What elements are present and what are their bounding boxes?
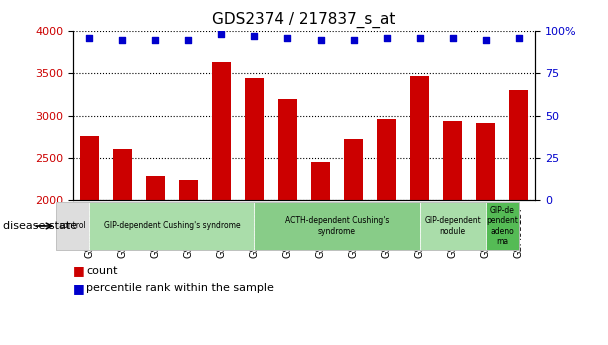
Point [151, 37, 161, 42]
Bar [443, 121, 463, 200]
Point [514, 35, 523, 41]
Bar [475, 123, 496, 200]
Bar [145, 176, 165, 200]
Text: percentile rank within the sample: percentile rank within the sample [86, 283, 274, 293]
Text: count: count [86, 266, 118, 276]
Text: disease state: disease state [3, 221, 77, 231]
Point [184, 37, 193, 42]
Text: GIP-dependent Cushing's syndrome: GIP-dependent Cushing's syndrome [104, 221, 240, 230]
Bar [376, 119, 396, 200]
Point [316, 37, 325, 42]
Bar [179, 180, 198, 200]
Bar [80, 136, 99, 200]
Text: ■: ■ [73, 264, 85, 277]
Text: control: control [60, 221, 86, 230]
Point [283, 35, 292, 41]
Text: GIP-de
pendent
adeno
ma: GIP-de pendent adeno ma [486, 206, 518, 246]
Point [348, 37, 358, 42]
Bar [244, 78, 264, 200]
Point [216, 32, 226, 37]
Bar [311, 162, 330, 200]
Bar [278, 99, 297, 200]
Bar [509, 90, 528, 200]
Bar [212, 62, 232, 200]
Point [85, 35, 94, 41]
Text: ■: ■ [73, 282, 85, 295]
Point [382, 35, 392, 41]
Point [447, 35, 457, 41]
Text: GIP-dependent
nodule: GIP-dependent nodule [424, 216, 481, 236]
Bar [112, 149, 133, 200]
Point [481, 37, 491, 42]
Point [415, 35, 424, 41]
Bar [344, 139, 364, 200]
Title: GDS2374 / 217837_s_at: GDS2374 / 217837_s_at [212, 12, 396, 28]
Bar [410, 76, 429, 200]
Point [117, 37, 127, 42]
Point [250, 33, 260, 39]
Text: ACTH-dependent Cushing's
syndrome: ACTH-dependent Cushing's syndrome [285, 216, 389, 236]
